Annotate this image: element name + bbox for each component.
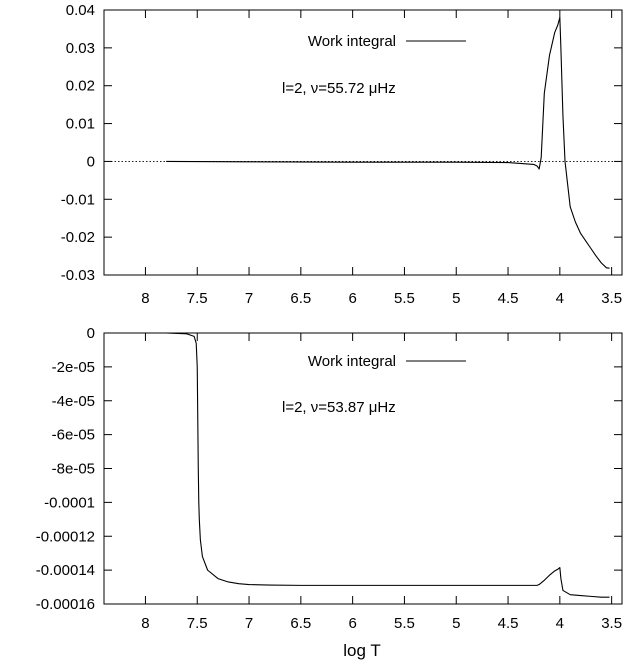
legend-label: Work integral bbox=[308, 33, 396, 50]
y-tick-label: 0.03 bbox=[66, 40, 95, 57]
x-tick-label: 7.5 bbox=[187, 615, 208, 632]
x-tick-label: 8 bbox=[141, 290, 149, 307]
y-tick-label: -6e-05 bbox=[52, 427, 95, 444]
y-tick-label: 0.02 bbox=[66, 78, 95, 95]
legend-label: Work integral bbox=[308, 353, 396, 370]
y-tick-label: -4e-05 bbox=[52, 393, 95, 410]
y-tick-label: -0.01 bbox=[61, 191, 95, 208]
y-tick-label: -0.00012 bbox=[36, 528, 95, 545]
x-tick-label: 5.5 bbox=[394, 290, 415, 307]
y-tick-label: -0.02 bbox=[61, 229, 95, 246]
y-tick-label: -0.00014 bbox=[36, 562, 95, 579]
y-tick-label: -0.00016 bbox=[36, 596, 95, 613]
y-tick-label: 0.01 bbox=[66, 116, 95, 133]
y-tick-label: -0.0001 bbox=[44, 494, 95, 511]
bottom-panel: 0 -2e-05 -4e-05 -6e-05 -8e-05 -0.0001 -0.00012… bbox=[36, 325, 623, 660]
x-tick-label: 6.5 bbox=[290, 615, 311, 632]
x-tick-label: 6.5 bbox=[290, 290, 311, 307]
x-tick-label: 7 bbox=[245, 615, 253, 632]
series-line-work-integral bbox=[166, 17, 610, 269]
x-tick-label: 4 bbox=[556, 615, 564, 632]
x-tick-label: 4 bbox=[556, 290, 564, 307]
series-line-work-integral bbox=[166, 332, 610, 598]
x-tick-label: 3.5 bbox=[601, 615, 622, 632]
y-tick-label: -0.03 bbox=[61, 267, 95, 284]
y-tick-label: 0 bbox=[87, 325, 95, 342]
y-tick-label: -2e-05 bbox=[52, 359, 95, 376]
x-tick-label: 6 bbox=[348, 615, 356, 632]
x-tick-label: 5.5 bbox=[394, 615, 415, 632]
x-tick-label: 4.5 bbox=[498, 290, 519, 307]
x-tick-label: 5 bbox=[452, 615, 460, 632]
plot-frame bbox=[103, 9, 623, 276]
x-tick-label: 7.5 bbox=[187, 290, 208, 307]
y-tick-label: 0 bbox=[87, 153, 95, 170]
plot-frame bbox=[103, 332, 623, 605]
y-tick-label: -8e-05 bbox=[52, 461, 95, 478]
y-tick-label: 0.04 bbox=[66, 2, 95, 19]
mode-annotation: l=2, ν=55.72 μHz bbox=[282, 80, 396, 97]
x-tick-label: 3.5 bbox=[601, 290, 622, 307]
top-panel: 0.04 0.03 0.02 0.01 0 -0.01 -0.02 -0.03 8 7.5 7 6.5… bbox=[61, 2, 623, 307]
x-tick-label: 7 bbox=[245, 290, 253, 307]
x-axis-title: log T bbox=[343, 641, 381, 660]
x-tick-label: 5 bbox=[452, 290, 460, 307]
x-tick-label: 4.5 bbox=[498, 615, 519, 632]
mode-annotation: l=2, ν=53.87 μHz bbox=[282, 399, 396, 416]
x-tick-label: 6 bbox=[348, 290, 356, 307]
x-tick-label: 8 bbox=[141, 615, 149, 632]
